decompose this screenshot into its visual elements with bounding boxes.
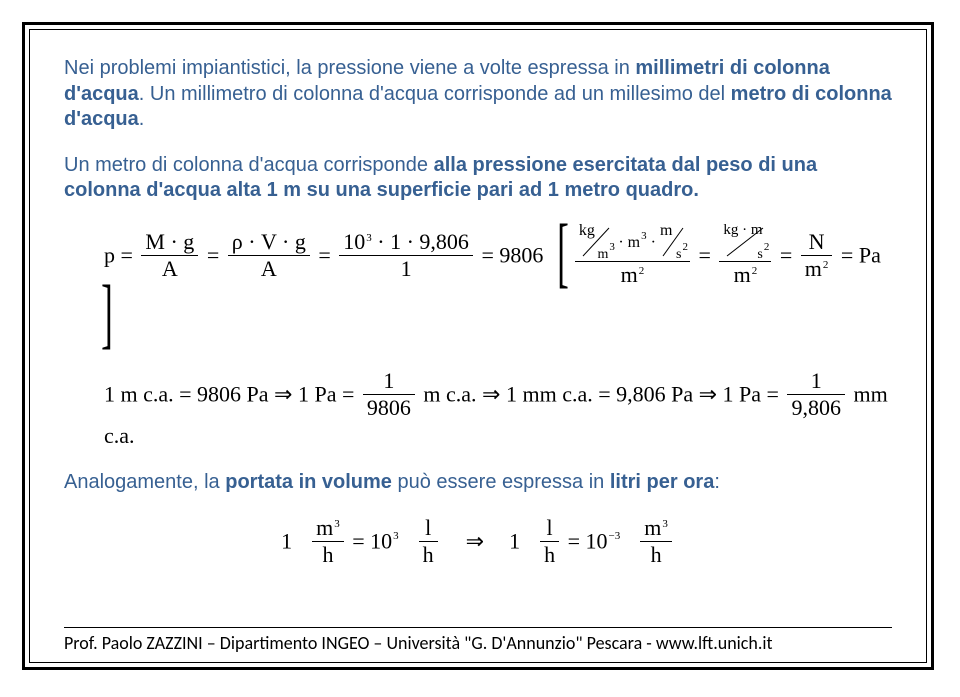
p3-t3: : — [714, 471, 720, 493]
p3-t2: può essere espressa in — [392, 471, 610, 493]
paragraph-3: Analogamente, la portata in volume può e… — [64, 470, 892, 496]
u-md3: m — [805, 256, 822, 281]
f3-m2: m — [644, 515, 661, 540]
bracket-left-icon: [ — [558, 222, 570, 282]
formula-conversions: 1 m c.a. = 9806 Pa ⇒ 1 Pa = 1 9806 m c.a… — [104, 369, 892, 448]
f3-10a: 10 — [370, 529, 392, 554]
f3-1b: 1 — [509, 529, 520, 554]
formula-flowrate: 1 m3 h = 103 l h ⇒ 1 l h = 10−3 — [64, 516, 892, 567]
inner-frame: Nei problemi impiantistici, la pressione… — [29, 29, 927, 663]
f3-h2: h — [419, 542, 438, 567]
f3-10b: 10 — [586, 529, 608, 554]
outer-frame: Nei problemi impiantistici, la pressione… — [22, 22, 934, 670]
u-md2: m — [734, 262, 751, 287]
u-m2s1: 2 — [639, 265, 645, 277]
f1-mg: M · g — [141, 230, 198, 256]
p2-t1: Un metro di colonna d'acqua corrisponde — [64, 154, 434, 176]
p1-t3: . — [139, 108, 145, 130]
u-m2s3: 2 — [823, 259, 829, 271]
f3-1a: 1 — [281, 529, 292, 554]
f2-d1: 9806 — [363, 395, 415, 420]
paragraph-1: Nei problemi impiantistici, la pressione… — [64, 56, 892, 133]
f3-h1: h — [312, 542, 344, 567]
f1-Pa: Pa — [859, 243, 881, 268]
f1-n3b: · 1 · 9,806 — [372, 229, 469, 254]
f3-s3a: 3 — [334, 518, 340, 530]
footer: Prof. Paolo ZAZZINI – Dipartimento INGEO… — [64, 627, 892, 654]
f1-d3: 1 — [339, 256, 473, 281]
p3-b1: portata in volume — [225, 471, 392, 493]
p1-t2: . Un millimetro di colonna d'acqua corri… — [139, 83, 731, 105]
f1-p: p — [104, 243, 115, 268]
p3-b2: litri per ora — [610, 471, 714, 493]
u-m3s2: 3 — [641, 230, 647, 242]
f2-n2: 1 — [787, 369, 845, 395]
p3-t1: Analogamente, la — [64, 471, 225, 493]
f1-a1: A — [141, 256, 198, 281]
f3-m1: m — [316, 515, 333, 540]
bracket-right-icon: ] — [101, 283, 113, 343]
paragraph-2: Un metro di colonna d'acqua corrisponde … — [64, 153, 892, 204]
unit-kgm-s2: kg · m s2 — [723, 224, 767, 260]
f1-rhovg: ρ · V · g — [228, 230, 310, 256]
f3-impl: ⇒ — [466, 529, 484, 554]
f3-h4: h — [640, 542, 672, 567]
footer-divider — [64, 627, 892, 628]
f1-n3a: 10 — [343, 229, 365, 254]
p1-t1: Nei problemi impiantistici, la pressione… — [64, 57, 635, 79]
f3-l1: l — [419, 516, 438, 542]
f2-d2: 9,806 — [787, 395, 845, 420]
f3-s3c: 3 — [662, 518, 668, 530]
f1-N: N — [801, 230, 833, 256]
footer-text: Prof. Paolo ZAZZINI – Dipartimento INGEO… — [64, 632, 773, 654]
u-md1: m — [621, 262, 638, 287]
formula-pressure: p = M · g A = ρ · V · g A = 103 · 1 · 9,… — [104, 224, 892, 347]
unit-kg-m3: kg m3 — [579, 224, 613, 260]
f3-s3b: 3 — [393, 530, 399, 542]
f2-mid: m c.a. ⇒ 1 mm c.a. = 9,806 Pa ⇒ 1 Pa = — [423, 382, 779, 407]
unit-m-s2: m s2 — [660, 224, 686, 260]
u-m2s2: 2 — [752, 265, 758, 277]
f2-n1: 1 — [363, 369, 415, 395]
f3-h3: h — [540, 542, 559, 567]
f3-l2: l — [540, 516, 559, 542]
f3-neg3: −3 — [609, 530, 621, 542]
f1-val: 9806 — [499, 243, 543, 268]
f2-left: 1 m c.a. = 9806 Pa ⇒ 1 Pa = — [104, 382, 354, 407]
f1-a2: A — [228, 256, 310, 281]
